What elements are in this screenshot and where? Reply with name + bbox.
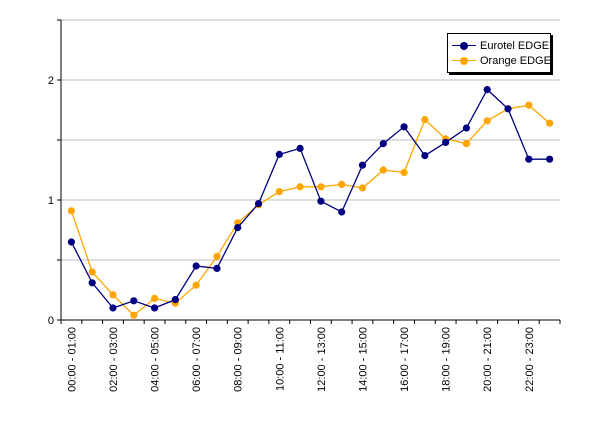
data-point [130,297,138,305]
data-point [400,168,408,176]
series-group [67,86,554,319]
data-point [483,117,491,125]
data-point [442,138,450,146]
x-tick-label: 02:00 - 03:00 [108,327,120,392]
data-point [462,140,471,148]
x-tick-label: 00:00 - 01:00 [66,327,78,392]
gridlines [61,19,560,261]
x-tick-label: 22:00 - 23:00 [524,327,536,392]
legend-item-orange: Orange EDGE [452,54,551,68]
data-point [109,291,117,299]
legend-swatch-eurotel [452,39,476,53]
data-point [192,262,200,270]
data-point [67,207,75,215]
data-point [213,264,221,272]
data-point [525,155,533,163]
data-point [275,150,283,158]
legend-item-eurotel: Eurotel EDGE [452,39,549,53]
x-axis-ticks: 00:00 - 01:00 02:00 - 03:00 04:00 - 05:00 0… [60,320,561,392]
legend: Eurotel EDGE Orange EDGE [447,33,551,73]
y-tick-label: 1 [48,195,54,207]
data-point [192,281,200,289]
data-point [213,252,221,260]
x-tick-label: 14:00 - 15:00 [357,327,369,392]
data-point [171,296,179,304]
x-tick-label: 18:00 - 19:00 [441,327,453,392]
data-point [317,183,325,191]
x-tick-label: 04:00 - 05:00 [150,327,162,392]
data-point [67,238,75,246]
data-point [296,183,304,191]
y-tick-label: 0 [48,315,54,327]
x-tick-label: 16:00 - 17:00 [399,327,411,392]
data-point [317,197,325,205]
data-point [254,200,263,208]
x-tick-label: 20:00 - 21:00 [482,327,494,392]
data-point [525,101,533,109]
legend-label-eurotel: Eurotel EDGE [480,40,550,52]
data-point [421,116,429,124]
data-point [483,86,491,94]
legend-label-orange: Orange EDGE [480,55,551,67]
data-point [546,119,554,127]
x-tick-label: 06:00 - 07:00 [191,327,203,392]
data-point [358,184,367,192]
data-point [296,144,304,152]
data-point [275,188,283,196]
data-point [379,140,387,148]
data-point [88,279,96,287]
data-point [338,180,346,188]
x-tick-label: 10:00 - 11:00 [274,327,286,391]
y-axis-ticks: 0 1 2 [48,19,61,327]
x-tick-label: 12:00 - 13:00 [316,327,328,392]
data-point [88,268,96,276]
series-line-eurotel-edge [70,88,550,309]
data-point [546,155,554,163]
data-point [150,304,159,312]
data-point [462,124,471,132]
data-point [130,311,138,319]
data-point [338,208,346,216]
data-point [109,304,117,312]
legend-swatch-orange [452,54,476,68]
x-tick-label: 08:00 - 09:00 [233,327,245,392]
data-point [358,161,367,169]
series-eurotel-edge [67,86,554,312]
series-orange-edge [67,101,554,319]
data-point [379,166,387,174]
data-point [400,123,408,131]
series-line-orange-edge [70,104,551,317]
data-point [504,105,512,113]
data-point [234,224,242,232]
data-point [150,294,159,302]
y-tick-label: 2 [48,75,54,87]
data-point [421,152,429,160]
